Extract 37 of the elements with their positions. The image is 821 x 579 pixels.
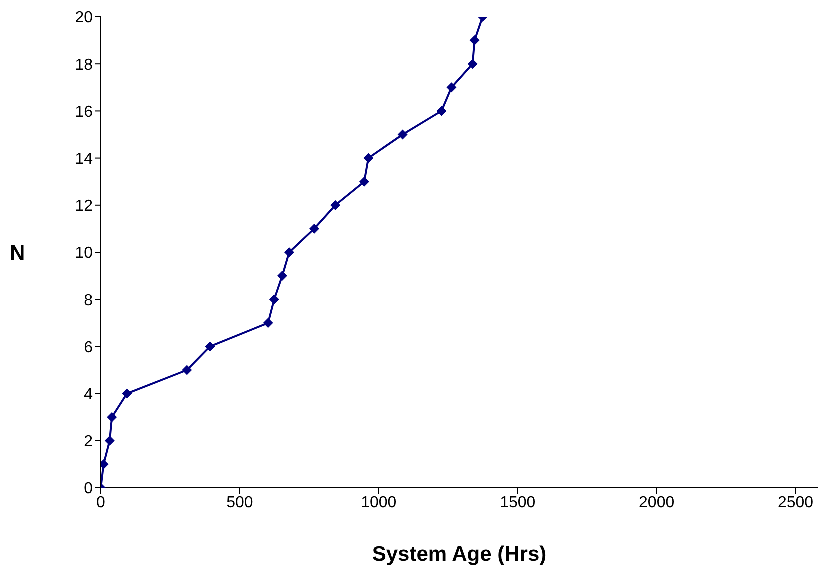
y-tick-label: 8	[84, 292, 94, 310]
y-tick-label: 20	[75, 10, 94, 27]
point	[330, 200, 341, 210]
point	[309, 224, 320, 234]
point	[269, 294, 280, 305]
x-tick-label: 1500	[500, 494, 536, 512]
point	[122, 388, 132, 399]
y-tick-label: 4	[84, 386, 94, 404]
x-axis-title: System Age (Hrs)	[372, 543, 547, 566]
point	[436, 106, 447, 116]
point	[364, 153, 374, 164]
y-tick-label: 16	[75, 104, 94, 121]
y-tick-label: 2	[84, 434, 94, 451]
y-tick-label: 12	[75, 198, 94, 216]
point	[359, 176, 370, 187]
point	[263, 318, 274, 328]
point	[104, 436, 115, 446]
point	[468, 59, 478, 70]
y-tick-label: 10	[75, 245, 94, 262]
y-tick-label: 18	[75, 56, 94, 74]
x-tick-label: 0	[96, 494, 106, 512]
x-tick-label: 500	[226, 494, 254, 512]
y-tick-label: 6	[84, 339, 94, 356]
x-tick-label: 2500	[778, 494, 814, 512]
y-axis-title: N	[10, 242, 26, 265]
y-tick-label: 0	[84, 480, 94, 498]
point	[470, 36, 480, 46]
x-tick-label: 2000	[639, 494, 675, 512]
y-tick-label: 14	[75, 150, 94, 168]
point	[277, 271, 288, 282]
point	[446, 82, 457, 93]
point	[182, 365, 192, 376]
x-tick-label: 1000	[361, 494, 397, 512]
point	[398, 130, 408, 140]
point	[107, 412, 118, 422]
point	[205, 342, 216, 352]
point	[284, 248, 294, 258]
